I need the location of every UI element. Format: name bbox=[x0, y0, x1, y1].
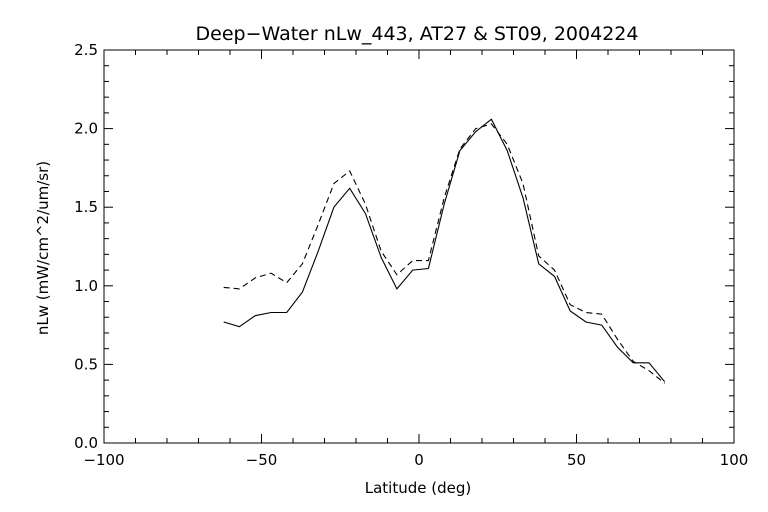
series-2-point bbox=[616, 338, 619, 341]
series-1-point bbox=[600, 324, 603, 327]
series-1-point bbox=[427, 267, 430, 270]
series-1-point bbox=[364, 212, 367, 215]
y-tick-label: 0.5 bbox=[74, 355, 98, 373]
series-2-point bbox=[332, 182, 335, 185]
y-tick-labels: 0.0 0.5 1.0 1.5 2.0 2.5 bbox=[74, 41, 98, 452]
series-1-point bbox=[616, 346, 619, 349]
series-1-point bbox=[317, 250, 320, 253]
series-2-point bbox=[506, 143, 509, 146]
y-tick-label: 2.0 bbox=[74, 120, 98, 138]
series-1-point bbox=[238, 325, 241, 328]
series-1-point bbox=[537, 262, 540, 265]
plot-frame bbox=[103, 49, 735, 444]
x-tick-label: 100 bbox=[720, 451, 749, 469]
x-tick-labels: −100 −50 0 50 100 bbox=[83, 451, 748, 469]
solid-series-line bbox=[223, 118, 666, 383]
y-tick-label: 2.5 bbox=[74, 41, 98, 59]
series-1-point bbox=[332, 206, 335, 209]
series-2-point bbox=[632, 360, 635, 363]
series-2-point bbox=[647, 369, 650, 372]
series-2-point bbox=[553, 269, 556, 272]
series-1-point bbox=[553, 275, 556, 278]
series-2-point bbox=[364, 203, 367, 206]
series-2-point bbox=[301, 262, 304, 265]
series-1-point bbox=[584, 320, 587, 323]
series-2-point bbox=[285, 281, 288, 284]
series-2-point bbox=[269, 272, 272, 275]
x-tick-label: −100 bbox=[83, 451, 124, 469]
series-2-point bbox=[254, 276, 257, 279]
series-2-point bbox=[443, 196, 446, 199]
series-2-point bbox=[222, 286, 225, 289]
x-tick-label: 50 bbox=[567, 451, 586, 469]
series-1-point bbox=[269, 311, 272, 314]
series-1-point bbox=[506, 149, 509, 152]
dashed-series-line bbox=[223, 123, 666, 384]
series-group bbox=[222, 118, 666, 385]
series-2-point bbox=[395, 273, 398, 276]
series-1-point bbox=[490, 118, 493, 121]
series-1-point bbox=[569, 309, 572, 312]
chart-title: Deep−Water nLw_443, AT27 & ST09, 2004224 bbox=[196, 23, 639, 45]
series-1-point bbox=[222, 320, 225, 323]
series-2-point bbox=[600, 313, 603, 316]
series-2-point bbox=[317, 223, 320, 226]
series-1-point bbox=[647, 361, 650, 364]
series-1-point bbox=[348, 187, 351, 190]
series-2-point bbox=[474, 127, 477, 130]
series-1-point bbox=[301, 291, 304, 294]
axis-ticks bbox=[103, 49, 735, 444]
y-axis-label: nLw (mW/cm^2/um/sr) bbox=[34, 161, 52, 335]
series-1-point bbox=[411, 269, 414, 272]
series-2-point bbox=[458, 148, 461, 151]
series-2-point bbox=[537, 254, 540, 257]
series-2-point bbox=[238, 287, 241, 290]
y-tick-label: 0.0 bbox=[74, 434, 98, 452]
series-1-point bbox=[285, 311, 288, 314]
series-2-point bbox=[427, 259, 430, 262]
series-1-point bbox=[521, 196, 524, 199]
series-2-point bbox=[490, 122, 493, 125]
series-1-point bbox=[380, 256, 383, 259]
series-2-point bbox=[584, 311, 587, 314]
series-2-point bbox=[411, 259, 414, 262]
series-2-point bbox=[521, 182, 524, 185]
series-2-point bbox=[348, 170, 351, 173]
y-tick-label: 1.0 bbox=[74, 277, 98, 295]
x-tick-label: 0 bbox=[414, 451, 424, 469]
series-2-point bbox=[663, 382, 666, 385]
x-tick-label: −50 bbox=[246, 451, 278, 469]
series-1-point bbox=[254, 314, 257, 317]
x-axis-label: Latitude (deg) bbox=[365, 479, 471, 497]
series-2-point bbox=[569, 303, 572, 306]
y-tick-label: 1.5 bbox=[74, 198, 98, 216]
series-2-point bbox=[380, 250, 383, 253]
series-1-point bbox=[395, 287, 398, 290]
